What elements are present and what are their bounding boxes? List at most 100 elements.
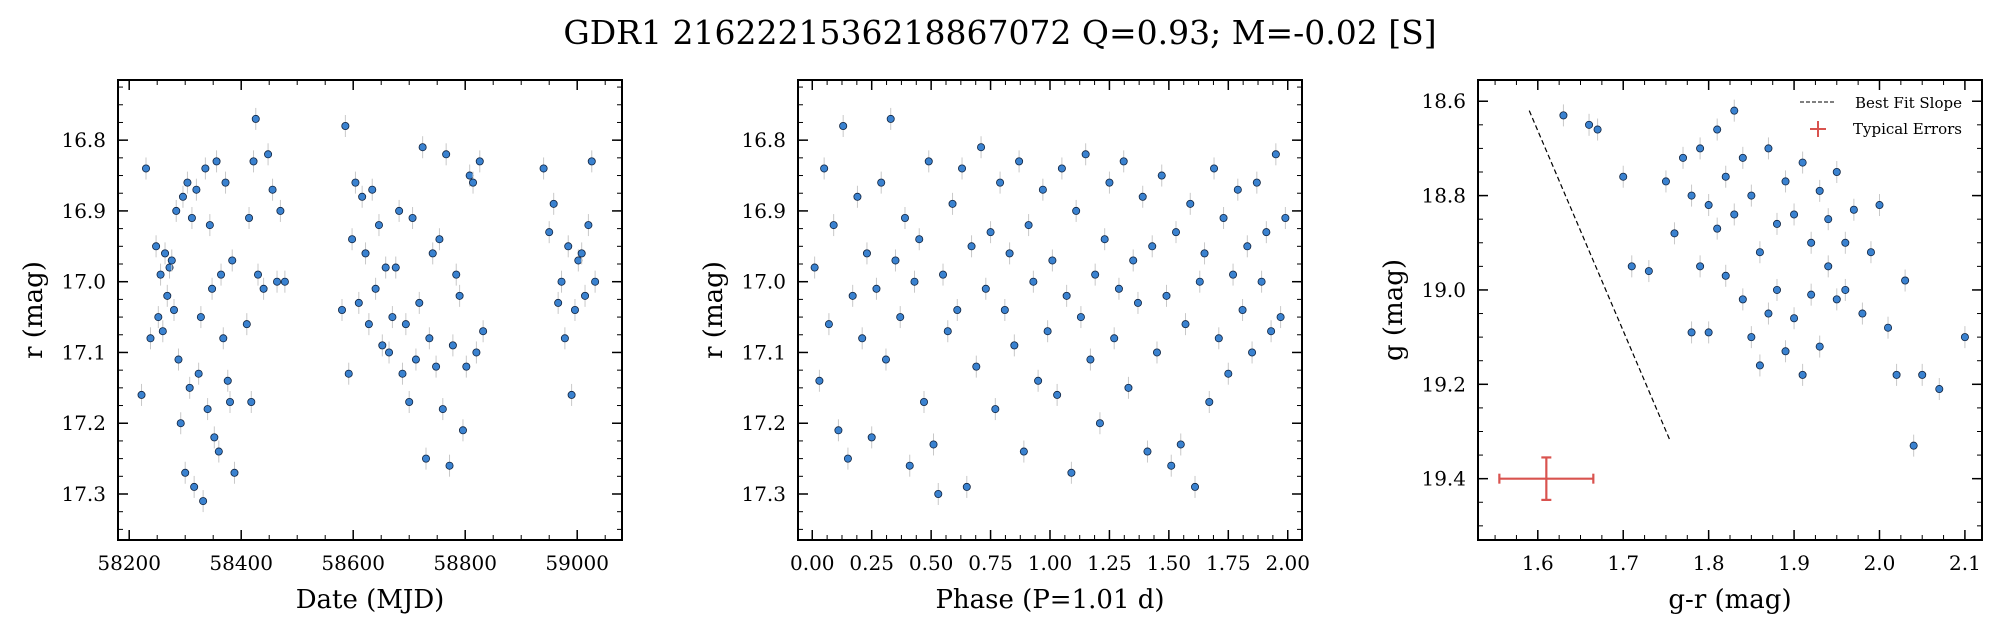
- data-point: [448, 341, 457, 350]
- x-tick-label: 0.25: [849, 551, 894, 575]
- data-point: [280, 277, 289, 286]
- plot-frame: [797, 79, 1303, 541]
- data-point: [1807, 238, 1816, 247]
- data-point: [545, 228, 554, 237]
- data-point: [337, 305, 346, 314]
- y-tick-label: 16.8: [741, 128, 786, 152]
- data-point: [1086, 355, 1095, 364]
- data-point: [1252, 178, 1261, 187]
- data-point: [1798, 158, 1807, 167]
- data-point: [1057, 164, 1066, 173]
- data-point: [824, 320, 833, 329]
- data-point: [253, 270, 262, 279]
- data-point: [1152, 348, 1161, 357]
- panel-lightcurve: Date (MJD) r (mag) 58200 58400 58600 58800 5…: [19, 79, 623, 615]
- data-point: [1010, 341, 1019, 350]
- y-tick-label: 17.0: [61, 270, 106, 294]
- data-point: [1029, 277, 1038, 286]
- data-layer: [1559, 99, 1969, 457]
- data-point: [1858, 309, 1867, 318]
- data-layer: [810, 107, 1290, 505]
- x-tick-label: 58800: [433, 551, 497, 575]
- y-tick-label: 19.4: [1421, 467, 1466, 491]
- data-point: [458, 426, 467, 435]
- data-point: [415, 298, 424, 307]
- y-tick-label: 17.0: [741, 270, 786, 294]
- data-point: [853, 192, 862, 201]
- x-tick-label: 0.00: [790, 551, 835, 575]
- x-tick-label: 1.25: [1087, 551, 1132, 575]
- data-point: [223, 376, 232, 385]
- x-tick-label: 59000: [545, 551, 609, 575]
- data-point: [1148, 242, 1157, 251]
- data-point: [905, 461, 914, 470]
- data-point: [1841, 285, 1850, 294]
- data-point: [1167, 461, 1176, 470]
- data-point: [1781, 177, 1790, 186]
- data-point: [1644, 267, 1653, 276]
- data-point: [872, 284, 881, 293]
- data-point: [996, 178, 1005, 187]
- data-point: [953, 305, 962, 314]
- x-tick-label: 2.00: [1265, 551, 1310, 575]
- data-point: [225, 397, 234, 406]
- y-tick-label: 16.8: [61, 128, 106, 152]
- data-point: [1696, 144, 1705, 153]
- y-tick-label: 18.8: [1421, 184, 1466, 208]
- data-point: [1000, 305, 1009, 314]
- data-point: [549, 199, 558, 208]
- x-axis-label: Date (MJD): [296, 585, 445, 615]
- data-point: [1798, 370, 1807, 379]
- data-point: [1593, 125, 1602, 134]
- data-point: [967, 242, 976, 251]
- data-point: [1076, 313, 1085, 322]
- x-tick-label: 1.9: [1778, 551, 1810, 575]
- data-point: [172, 206, 181, 215]
- data-point: [1790, 210, 1799, 219]
- data-point: [1687, 328, 1696, 337]
- data-point: [1172, 228, 1181, 237]
- x-tick-label: 1.00: [1028, 551, 1073, 575]
- data-point: [920, 397, 929, 406]
- y-axis-label: g (mag): [1379, 259, 1409, 361]
- data-point: [1248, 348, 1257, 357]
- data-point: [962, 482, 971, 491]
- data-point: [181, 468, 190, 477]
- data-point: [1067, 468, 1076, 477]
- y-tick-label: 19.2: [1421, 372, 1466, 396]
- data-point: [273, 277, 282, 286]
- data-point: [259, 284, 268, 293]
- data-point: [230, 468, 239, 477]
- data-point: [465, 171, 474, 180]
- data-point: [1764, 144, 1773, 153]
- data-point: [1738, 295, 1747, 304]
- data-point: [146, 334, 155, 343]
- data-point: [1276, 313, 1285, 322]
- data-point: [1243, 242, 1252, 251]
- data-point: [1721, 271, 1730, 280]
- data-point: [208, 284, 217, 293]
- data-point: [176, 419, 185, 428]
- data-point: [1935, 385, 1944, 394]
- data-point: [1730, 106, 1739, 115]
- data-point: [1143, 447, 1152, 456]
- data-point: [815, 376, 824, 385]
- data-point: [1043, 327, 1052, 336]
- data-point: [351, 178, 360, 187]
- data-point: [178, 192, 187, 201]
- data-point: [1764, 309, 1773, 318]
- data-point: [1019, 447, 1028, 456]
- data-point: [972, 362, 981, 371]
- data-point: [268, 185, 277, 194]
- data-point: [388, 313, 397, 322]
- data-point: [843, 454, 852, 463]
- data-point: [1730, 210, 1739, 219]
- data-point: [881, 355, 890, 364]
- data-point: [574, 256, 583, 265]
- data-point: [948, 199, 957, 208]
- data-point: [264, 150, 273, 159]
- y-tick-label: 18.6: [1421, 89, 1466, 113]
- data-layer: [137, 107, 600, 513]
- data-point: [877, 178, 886, 187]
- data-point: [891, 256, 900, 265]
